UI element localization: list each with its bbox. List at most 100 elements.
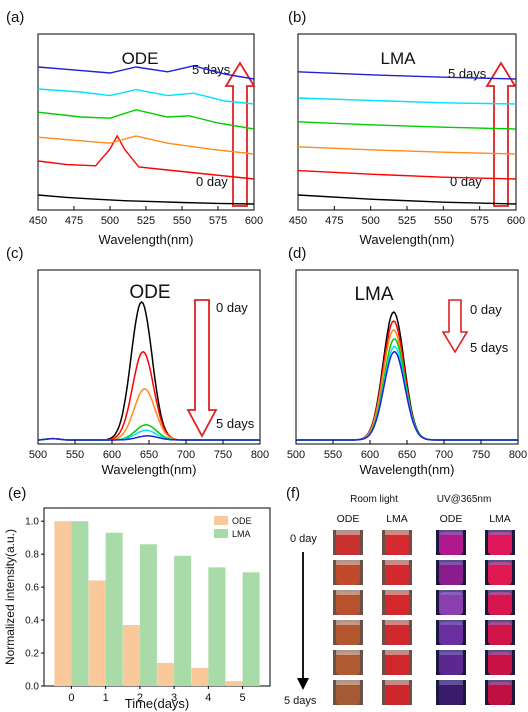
x-tick-label: 700 bbox=[177, 449, 195, 461]
x-tick-label: 500 bbox=[29, 449, 47, 461]
x-tick-label: 575 bbox=[209, 215, 227, 227]
series-line bbox=[298, 169, 516, 180]
annotation-top: 0 day bbox=[470, 302, 502, 317]
x-tick-label: 525 bbox=[137, 215, 155, 227]
bar-lma bbox=[139, 544, 157, 686]
vial-photo bbox=[382, 530, 412, 555]
solvent-title: ODE bbox=[129, 282, 170, 303]
x-tick-label: 550 bbox=[324, 449, 342, 461]
x-tick-label: 550 bbox=[66, 449, 84, 461]
series-line bbox=[38, 65, 254, 80]
x-axis-label: Wavelength(nm) bbox=[360, 462, 455, 477]
solvent-title: LMA bbox=[381, 49, 417, 68]
series-group bbox=[38, 65, 254, 205]
column-label: ODE bbox=[337, 513, 360, 525]
bars-group bbox=[54, 521, 260, 686]
panel-label: (d) bbox=[288, 245, 306, 262]
vial-photo bbox=[333, 680, 363, 705]
x-tick-label: 475 bbox=[325, 215, 343, 227]
column-labels: ODE LMA ODE LMA bbox=[337, 513, 511, 525]
bar-ode bbox=[191, 667, 209, 686]
vial-photo bbox=[333, 650, 363, 675]
vial-photo bbox=[382, 560, 412, 585]
panel-f: (f) Room light UV@365nm ODE LMA ODE LMA 0 d… bbox=[284, 485, 515, 707]
series-line bbox=[298, 194, 516, 205]
x-ticks: 450 475 500 525 550 575 600 bbox=[29, 206, 263, 227]
series-group bbox=[298, 71, 516, 205]
y-axis-label: Normalized intensity(a.u.) bbox=[3, 529, 17, 665]
solvent-title: ODE bbox=[122, 49, 159, 68]
x-tick-label: 600 bbox=[361, 449, 379, 461]
vial-photo bbox=[436, 620, 466, 645]
series-line bbox=[298, 146, 516, 155]
group-label-uv: UV@365nm bbox=[437, 494, 492, 505]
x-axis-label: Wavelength(nm) bbox=[102, 462, 197, 477]
series-line bbox=[296, 311, 518, 441]
annotation-bottom: 5 days bbox=[470, 340, 509, 355]
x-tick-label: 600 bbox=[507, 215, 525, 227]
legend-label: LMA bbox=[232, 529, 251, 539]
vial-photo bbox=[436, 530, 466, 555]
start-day-label: 0 day bbox=[290, 533, 317, 545]
legend: ODE LMA bbox=[214, 516, 252, 539]
solvent-title: LMA bbox=[354, 284, 393, 305]
vial-photo bbox=[382, 680, 412, 705]
bar-lma bbox=[105, 532, 123, 686]
series-line bbox=[298, 121, 516, 130]
annotation-bottom: 0 day bbox=[196, 174, 228, 189]
x-tick-label: 3 bbox=[171, 692, 177, 704]
y-tick-label: 0.0 bbox=[25, 682, 39, 693]
panel-label: (c) bbox=[6, 245, 24, 262]
x-axis-label: Wavelength(nm) bbox=[360, 232, 455, 247]
bar-lma bbox=[208, 567, 226, 686]
vial-photo bbox=[436, 680, 466, 705]
x-tick-label: 800 bbox=[509, 449, 527, 461]
bar-ode bbox=[157, 662, 175, 686]
series-line bbox=[38, 435, 260, 441]
vial-photo bbox=[333, 620, 363, 645]
x-tick-label: 0 bbox=[68, 692, 74, 704]
vial-photo bbox=[382, 620, 412, 645]
x-tick-label: 700 bbox=[435, 449, 453, 461]
y-tick-label: 0.8 bbox=[25, 550, 39, 561]
x-tick-label: 5 bbox=[240, 692, 246, 704]
bar-ode bbox=[122, 625, 140, 686]
vial-photo bbox=[436, 560, 466, 585]
series-line bbox=[38, 88, 254, 105]
photo-grid bbox=[333, 530, 515, 705]
series-line bbox=[38, 134, 254, 180]
column-label: LMA bbox=[386, 513, 408, 525]
plot-frame bbox=[295, 269, 519, 445]
x-tick-label: 450 bbox=[289, 215, 307, 227]
arrow-up bbox=[224, 61, 256, 207]
column-label: LMA bbox=[489, 513, 511, 525]
y-tick-label: 0.6 bbox=[25, 583, 39, 594]
x-ticks: 450 475 500 525 550 575 600 bbox=[289, 206, 525, 227]
annotation-bottom: 0 day bbox=[450, 174, 482, 189]
bar-ode bbox=[225, 681, 243, 686]
panel-a: (a) ODE 5 days 0 day 450 475 500 525 550 575 6… bbox=[6, 9, 263, 247]
panel-label: (a) bbox=[6, 9, 24, 26]
legend-label: ODE bbox=[232, 516, 252, 526]
vial-photo bbox=[485, 590, 515, 615]
bar-lma bbox=[71, 521, 89, 686]
bar-lma bbox=[242, 572, 260, 686]
x-tick-label: 600 bbox=[245, 215, 263, 227]
x-tick-label: 750 bbox=[214, 449, 232, 461]
vial-photo bbox=[382, 590, 412, 615]
x-ticks: 500 550 600 650 700 750 800 bbox=[29, 440, 269, 461]
series-group bbox=[296, 311, 518, 441]
x-tick-label: 650 bbox=[140, 449, 158, 461]
x-tick-label: 800 bbox=[251, 449, 269, 461]
panel-b: (b) LMA 5 days 0 day 450 475 500 525 550 575 6… bbox=[288, 9, 525, 247]
series-line bbox=[38, 135, 254, 155]
series-line bbox=[298, 71, 516, 80]
x-tick-label: 600 bbox=[103, 449, 121, 461]
panel-c: (c) ODE 0 day 5 days 500 550 600 650 700 750 8… bbox=[6, 245, 269, 477]
bar-lma bbox=[174, 555, 192, 686]
x-tick-label: 650 bbox=[398, 449, 416, 461]
vial-photo bbox=[485, 620, 515, 645]
x-tick-label: 2 bbox=[137, 692, 143, 704]
x-tick-label: 525 bbox=[398, 215, 416, 227]
vial-photo bbox=[333, 590, 363, 615]
